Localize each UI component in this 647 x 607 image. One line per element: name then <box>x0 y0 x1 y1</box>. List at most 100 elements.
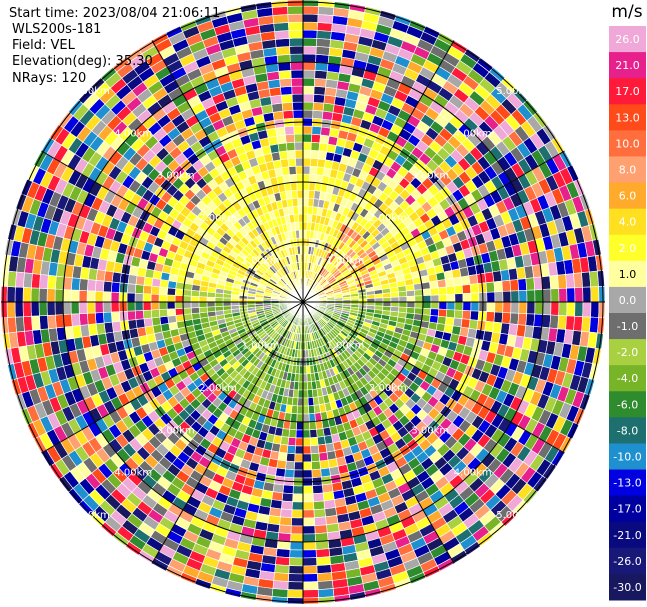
radar-gate <box>277 532 292 543</box>
radar-gate <box>286 0 304 7</box>
radar-gate <box>277 451 288 462</box>
range-ring-label: 5.00km <box>72 86 110 97</box>
radar-gate <box>382 292 392 299</box>
instrument-label: WLS200s-181 <box>12 22 102 37</box>
radar-gate <box>159 315 170 325</box>
radar-gate <box>166 287 177 296</box>
radar-gate <box>468 319 479 330</box>
radar-gate <box>308 413 316 423</box>
radar-gate <box>302 69 316 79</box>
radar-gate <box>302 21 319 31</box>
radar-gate <box>1 317 9 334</box>
radar-gate <box>414 289 424 297</box>
radar-gate <box>390 296 400 303</box>
radar-gate <box>111 271 122 284</box>
radar-gate <box>294 141 304 151</box>
radar-gate <box>190 295 200 303</box>
radar-gate <box>486 301 496 313</box>
radar-gate <box>289 173 298 184</box>
radar-gate <box>510 290 520 303</box>
range-ring-label: 2.00km <box>369 213 407 224</box>
radar-gate <box>143 317 154 328</box>
radar-gate <box>222 301 232 307</box>
radar-gate <box>281 166 290 176</box>
radar-gate <box>573 315 583 332</box>
radar-gate <box>302 29 318 39</box>
radar-gate <box>298 221 304 231</box>
radar-gate <box>15 316 25 333</box>
radar-gate <box>460 318 471 329</box>
field-label: Field: VEL <box>12 38 75 53</box>
radar-gate <box>313 77 327 88</box>
radar-gate <box>86 312 97 325</box>
radar-gate <box>307 389 314 399</box>
radar-gate <box>295 157 304 167</box>
radar-gate <box>280 93 293 104</box>
radar-gate <box>589 270 599 288</box>
radar-gate <box>182 307 192 315</box>
radar-gate <box>230 301 240 307</box>
radar-gate <box>316 572 333 582</box>
nrays-label: NRays: 120 <box>12 71 87 86</box>
radar-gate <box>288 29 304 39</box>
radar-gate <box>272 580 289 590</box>
radar-gate <box>414 295 424 303</box>
radar-gate <box>314 61 329 72</box>
radar-gate <box>290 77 304 87</box>
radar-gate <box>590 301 600 318</box>
radar-gate <box>436 279 447 289</box>
radar-gate <box>321 483 334 494</box>
radar-gate <box>565 273 575 289</box>
radar-gate <box>23 272 33 289</box>
radar-gate <box>280 158 290 169</box>
radar-gate <box>289 541 304 551</box>
radar-gate <box>110 311 121 323</box>
radar-gate <box>286 444 296 455</box>
radar-gate <box>46 288 56 303</box>
radar-gate <box>23 315 33 332</box>
radar-gate <box>276 459 287 470</box>
radar-gate <box>293 133 304 143</box>
radar-gate <box>315 420 324 430</box>
radar-gate <box>320 467 331 478</box>
radar-gate <box>314 69 328 80</box>
radar-gate <box>558 287 568 303</box>
radar-gate <box>287 436 297 447</box>
radar-gate <box>321 110 334 121</box>
radar-gate <box>302 413 310 423</box>
radar-gate <box>134 284 145 294</box>
radar-gate <box>126 283 137 294</box>
radar-gate <box>307 397 315 407</box>
radar-gate <box>150 301 160 311</box>
radar-gate <box>316 564 332 574</box>
radar-gate <box>534 289 544 303</box>
radar-gate <box>302 37 318 47</box>
radar-gate <box>273 572 290 582</box>
radar-gate <box>437 286 448 296</box>
radar-gate <box>470 292 480 303</box>
radar-gate <box>293 469 304 479</box>
radar-gate <box>406 295 416 303</box>
radar-gate <box>484 320 495 333</box>
radar-gate <box>302 189 310 199</box>
radar-gate <box>293 213 300 223</box>
range-ring-label: 2.00km <box>199 213 237 224</box>
radar-gate <box>280 85 293 96</box>
radar-gate <box>302 61 316 71</box>
radar-gate <box>38 287 48 303</box>
radar-gate <box>374 293 384 299</box>
radar-gate <box>460 275 471 286</box>
radar-gate <box>275 556 290 566</box>
radar-gate <box>110 281 121 293</box>
radar-gate <box>292 493 304 503</box>
radar-gate <box>526 289 536 303</box>
radar-gate <box>31 315 41 331</box>
radar-gate <box>298 381 304 391</box>
radar-gate <box>486 291 496 303</box>
radar-gate <box>6 301 16 318</box>
radar-gate <box>292 109 304 119</box>
radar-gate <box>166 301 176 310</box>
radar-gate <box>183 313 193 322</box>
radar-gate <box>542 288 552 303</box>
range-ring-label: 5.00km <box>496 510 534 521</box>
